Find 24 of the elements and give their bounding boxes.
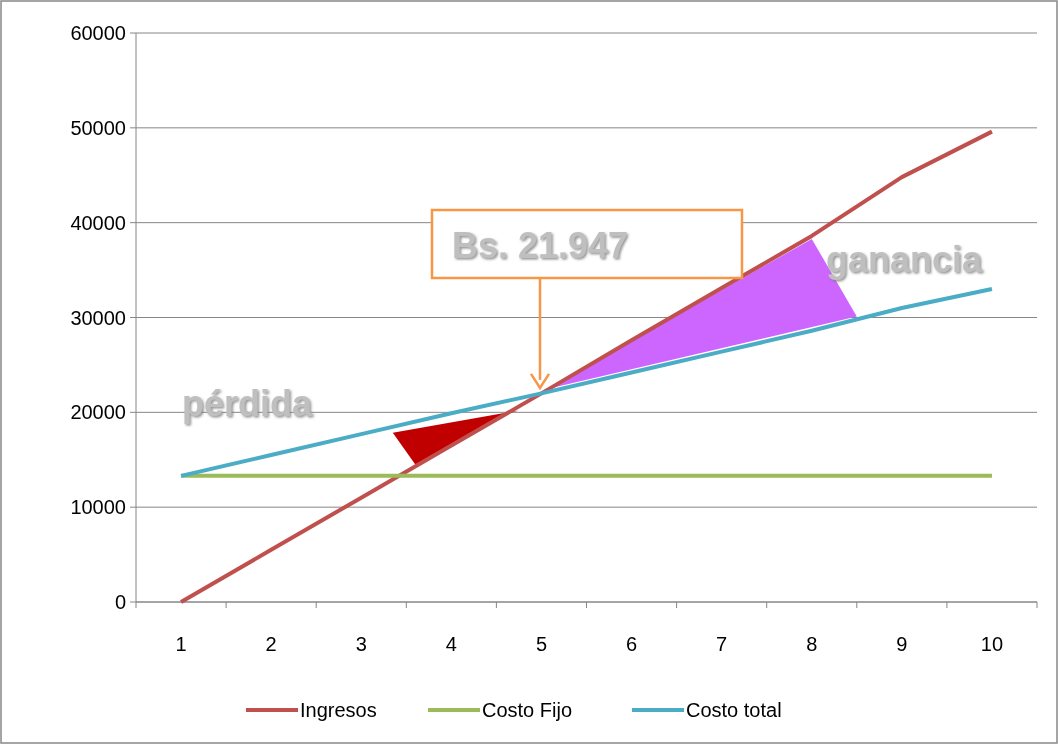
line-series	[179, 129, 994, 604]
legend-label: Costo total	[686, 699, 782, 721]
y-tick-label: 40000	[70, 211, 126, 234]
x-tick-label: 2	[265, 633, 277, 655]
y-tick-label: 0	[114, 591, 126, 613]
y-tick-label: 10000	[70, 496, 126, 519]
y-tick-label: 20000	[70, 401, 126, 424]
x-tick-label: 3	[355, 633, 367, 655]
legend-label: Costo Fijo	[482, 699, 573, 721]
x-tick-label: 10	[980, 633, 1004, 655]
annotation: ganancia	[826, 239, 984, 280]
legend-label: Ingresos	[300, 699, 377, 721]
x-tick-label: 1	[175, 633, 187, 655]
x-tick-label: 6	[625, 633, 638, 655]
y-tick-label: 60000	[70, 22, 126, 44]
x-tick-label: 8	[806, 633, 818, 655]
x-tick-label: 7	[716, 633, 728, 655]
x-tick-label: 5	[535, 633, 548, 655]
annotation: Bs. 21.947	[452, 225, 629, 266]
y-tick-label: 50000	[70, 116, 126, 139]
x-tick-label: 9	[896, 633, 908, 655]
line-series	[179, 287, 994, 478]
y-tick-label: 30000	[70, 306, 126, 329]
x-tick-label: 4	[445, 633, 457, 655]
